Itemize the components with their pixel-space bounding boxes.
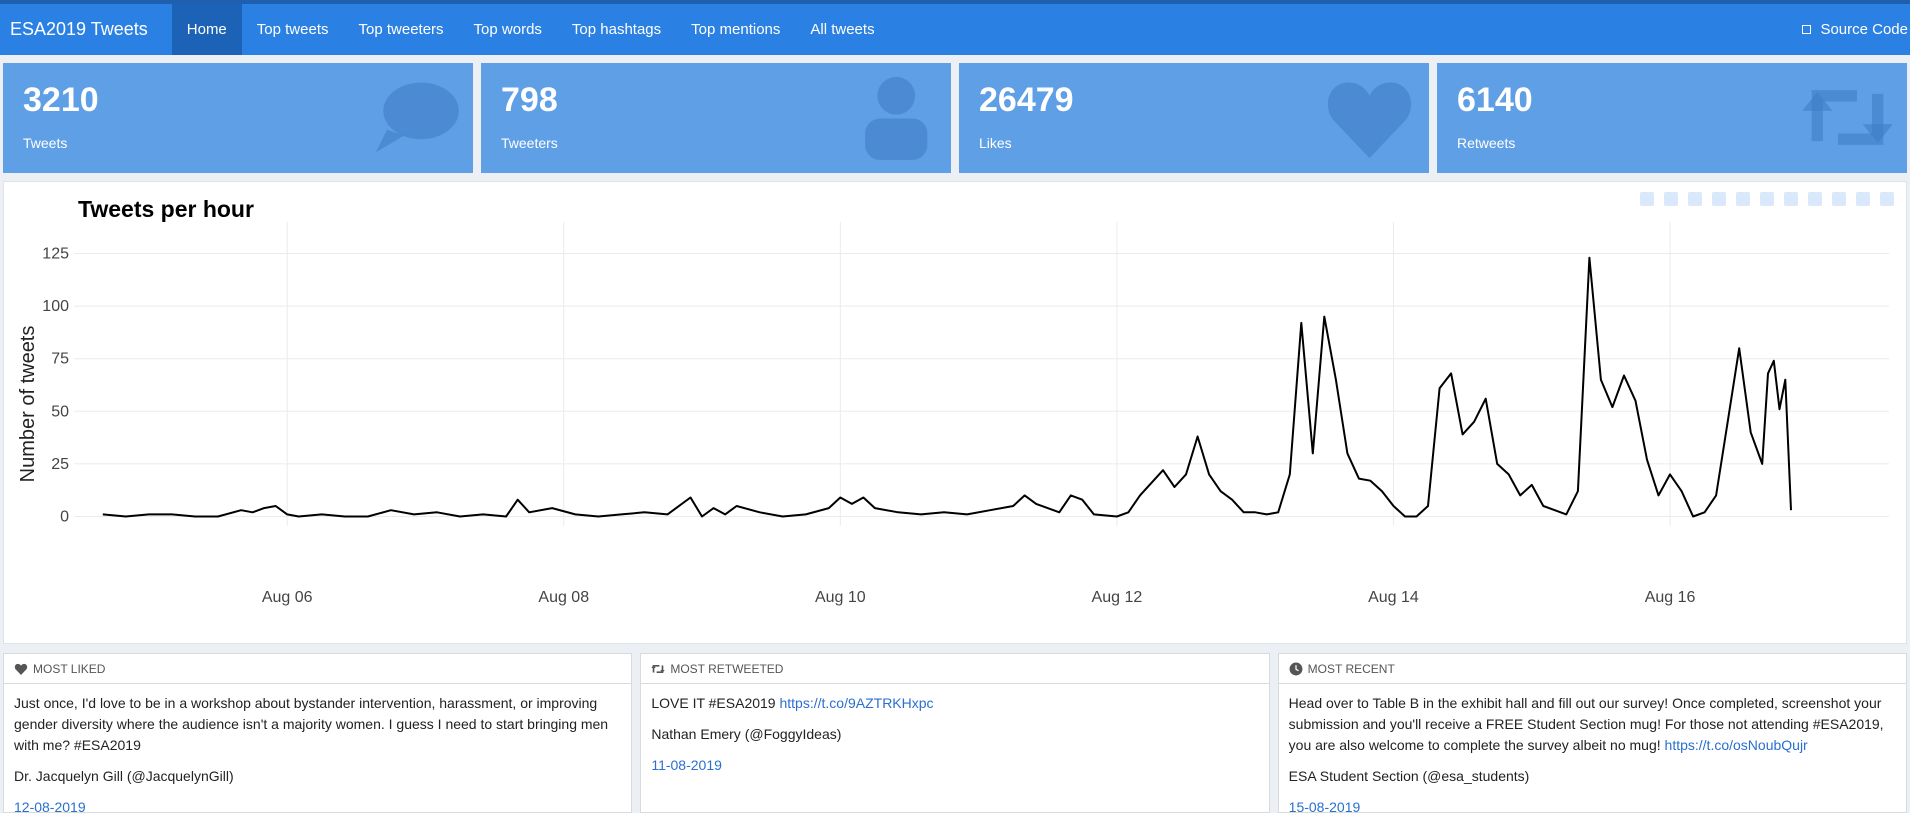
y-tick-label: 125 <box>42 246 69 263</box>
clock-icon <box>1289 662 1303 676</box>
chart-svg: 0 25 50 75 100 125 Aug 06 Aug 08 Aug 10 Aug 12 Aug… <box>4 182 1908 645</box>
nav-top-tweets[interactable]: Top tweets <box>242 4 344 55</box>
card-title: Most liked <box>33 662 105 676</box>
y-tick-label: 100 <box>42 298 69 315</box>
y-tick-label: 25 <box>51 456 69 473</box>
nav-top-mentions[interactable]: Top mentions <box>676 4 795 55</box>
hover-closest-icon[interactable] <box>1832 192 1846 206</box>
tweets-label: Tweets <box>23 135 67 151</box>
tweet-link[interactable]: https://t.co/9AZTRKHxpc <box>779 695 933 711</box>
chart-title: Tweets per hour <box>78 196 254 223</box>
nav-top-words[interactable]: Top words <box>459 4 557 55</box>
most-retweeted-card: Most retweeted LOVE IT #ESA2019 https://… <box>640 653 1269 813</box>
pan-icon[interactable] <box>1688 192 1702 206</box>
heart-icon <box>14 662 28 676</box>
zoom-in-icon[interactable] <box>1712 192 1726 206</box>
tweet-date[interactable]: 12-08-2019 <box>14 797 621 813</box>
camera-icon[interactable] <box>1640 192 1654 206</box>
card-header: Most liked <box>4 654 631 684</box>
tweeters-count: 798 <box>501 81 558 120</box>
plotly-logo-icon[interactable] <box>1880 192 1894 206</box>
tweeters-label: Tweeters <box>501 135 558 151</box>
y-tick-label: 0 <box>60 508 69 525</box>
tweet-author: Nathan Emery (@FoggyIdeas) <box>651 724 1258 745</box>
tweets-box: 3210 Tweets <box>3 63 473 173</box>
speech-bubble-icon <box>366 75 461 160</box>
tweets-count: 3210 <box>23 81 99 120</box>
likes-count: 26479 <box>979 81 1074 120</box>
card-title: Most recent <box>1308 662 1395 676</box>
source-code-label: Source Code <box>1820 21 1908 38</box>
tweet-link[interactable]: https://t.co/osNoubQujr <box>1665 737 1808 753</box>
y-tick-label: 75 <box>51 351 69 368</box>
y-tick-label: 50 <box>51 403 69 420</box>
nav-top-tweeters[interactable]: Top tweeters <box>344 4 459 55</box>
retweet-icon <box>651 662 665 676</box>
x-tick-label: Aug 14 <box>1368 589 1419 606</box>
spike-lines-icon[interactable] <box>1808 192 1822 206</box>
card-title: Most retweeted <box>670 662 783 676</box>
tweet-text: LOVE IT #ESA2019 <box>651 695 779 711</box>
card-header: Most recent <box>1279 654 1906 684</box>
retweets-label: Retweets <box>1457 135 1515 151</box>
nav-home[interactable]: Home <box>172 4 242 55</box>
tweets-per-hour-chart: 0 25 50 75 100 125 Aug 06 Aug 08 Aug 10 Aug 12 Aug… <box>3 181 1907 644</box>
most-liked-card: Most liked Just once, I'd love to be in … <box>3 653 632 813</box>
user-icon <box>844 75 939 160</box>
tweet-cards: Most liked Just once, I'd love to be in … <box>3 653 1907 813</box>
value-boxes: 3210 Tweets 798 Tweeters 26479 Likes 614… <box>3 63 1907 173</box>
card-body: Just once, I'd love to be in a workshop … <box>4 684 631 813</box>
retweet-icon <box>1800 75 1895 160</box>
tweet-date[interactable]: 11-08-2019 <box>651 755 1258 776</box>
nav-all-tweets[interactable]: All tweets <box>795 4 889 55</box>
x-tick-label: Aug 06 <box>262 589 313 606</box>
navbar: ESA2019 Tweets Home Top tweets Top tweet… <box>0 0 1910 55</box>
autoscale-icon[interactable] <box>1760 192 1774 206</box>
tweet-text: Just once, I'd love to be in a workshop … <box>14 695 608 753</box>
y-axis-label: Number of tweets <box>17 326 39 483</box>
likes-label: Likes <box>979 135 1012 151</box>
hover-compare-icon[interactable] <box>1856 192 1870 206</box>
zoom-icon[interactable] <box>1664 192 1678 206</box>
x-tick-label: Aug 12 <box>1092 589 1143 606</box>
tweet-date[interactable]: 15-08-2019 <box>1289 797 1896 813</box>
card-body: Head over to Table B in the exhibit hall… <box>1279 684 1906 813</box>
source-code-link[interactable]: Source Code <box>1802 4 1910 55</box>
card-body: LOVE IT #ESA2019 https://t.co/9AZTRKHxpc… <box>641 684 1268 795</box>
nav-top-hashtags[interactable]: Top hashtags <box>557 4 676 55</box>
zoom-out-icon[interactable] <box>1736 192 1750 206</box>
heart-icon <box>1322 75 1417 160</box>
square-icon <box>1802 25 1811 34</box>
retweets-count: 6140 <box>1457 81 1533 120</box>
likes-box: 26479 Likes <box>959 63 1429 173</box>
card-header: Most retweeted <box>641 654 1268 684</box>
retweets-box: 6140 Retweets <box>1437 63 1907 173</box>
x-tick-label: Aug 16 <box>1645 589 1696 606</box>
series-line <box>103 258 1791 517</box>
tweet-author: ESA Student Section (@esa_students) <box>1289 766 1896 787</box>
brand-title[interactable]: ESA2019 Tweets <box>0 4 172 55</box>
home-icon[interactable] <box>1784 192 1798 206</box>
x-tick-label: Aug 08 <box>538 589 589 606</box>
chart-modebar[interactable] <box>1640 192 1894 206</box>
x-tick-label: Aug 10 <box>815 589 866 606</box>
tweeters-box: 798 Tweeters <box>481 63 951 173</box>
most-recent-card: Most recent Head over to Table B in the … <box>1278 653 1907 813</box>
tweet-author: Dr. Jacquelyn Gill (@JacquelynGill) <box>14 766 621 787</box>
